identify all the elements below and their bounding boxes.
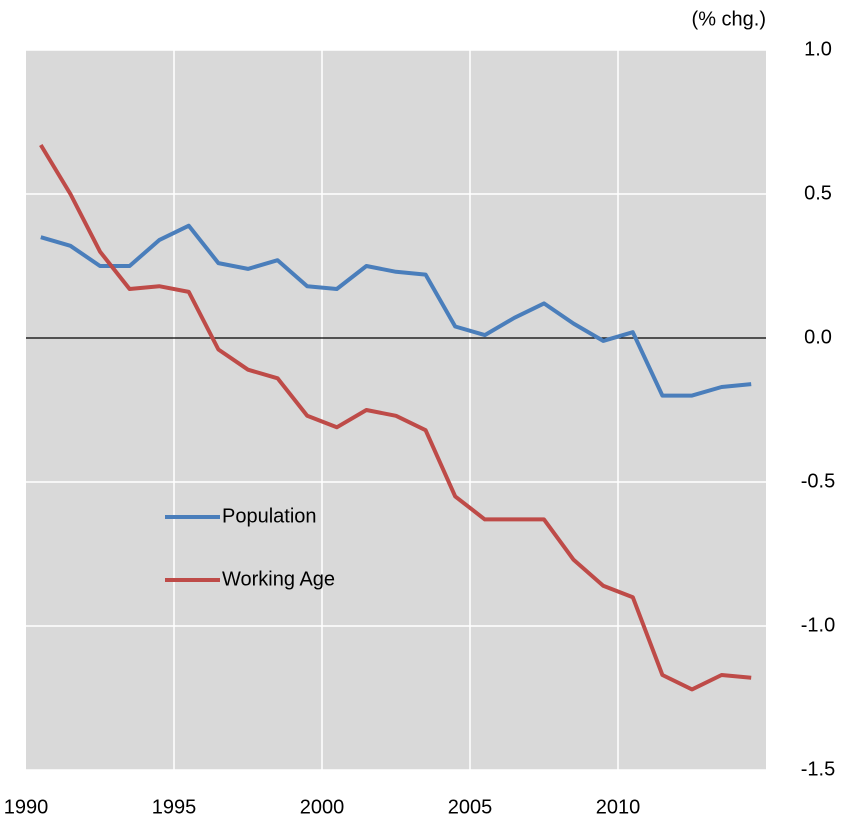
x-tick-label: 2005 (448, 796, 493, 818)
x-tick-label: 2010 (596, 796, 641, 818)
plot-area (26, 50, 766, 770)
legend-label: Working Age (222, 568, 335, 590)
y-tick-label: -1.0 (801, 614, 835, 636)
series-line (39, 143, 752, 692)
x-tick-label: 2000 (300, 796, 345, 818)
x-tick-label: 1995 (152, 796, 197, 818)
legend-label: Population (222, 505, 317, 527)
series-line (40, 223, 752, 398)
unit-label: (% chg.) (692, 8, 766, 30)
x-tick-label: 1990 (4, 796, 49, 818)
y-tick-label: 0.0 (804, 326, 832, 348)
y-tick-label: -1.5 (801, 758, 835, 780)
y-tick-label: 1.0 (804, 38, 832, 60)
y-tick-label: 0.5 (804, 182, 832, 204)
y-tick-label: -0.5 (801, 470, 835, 492)
